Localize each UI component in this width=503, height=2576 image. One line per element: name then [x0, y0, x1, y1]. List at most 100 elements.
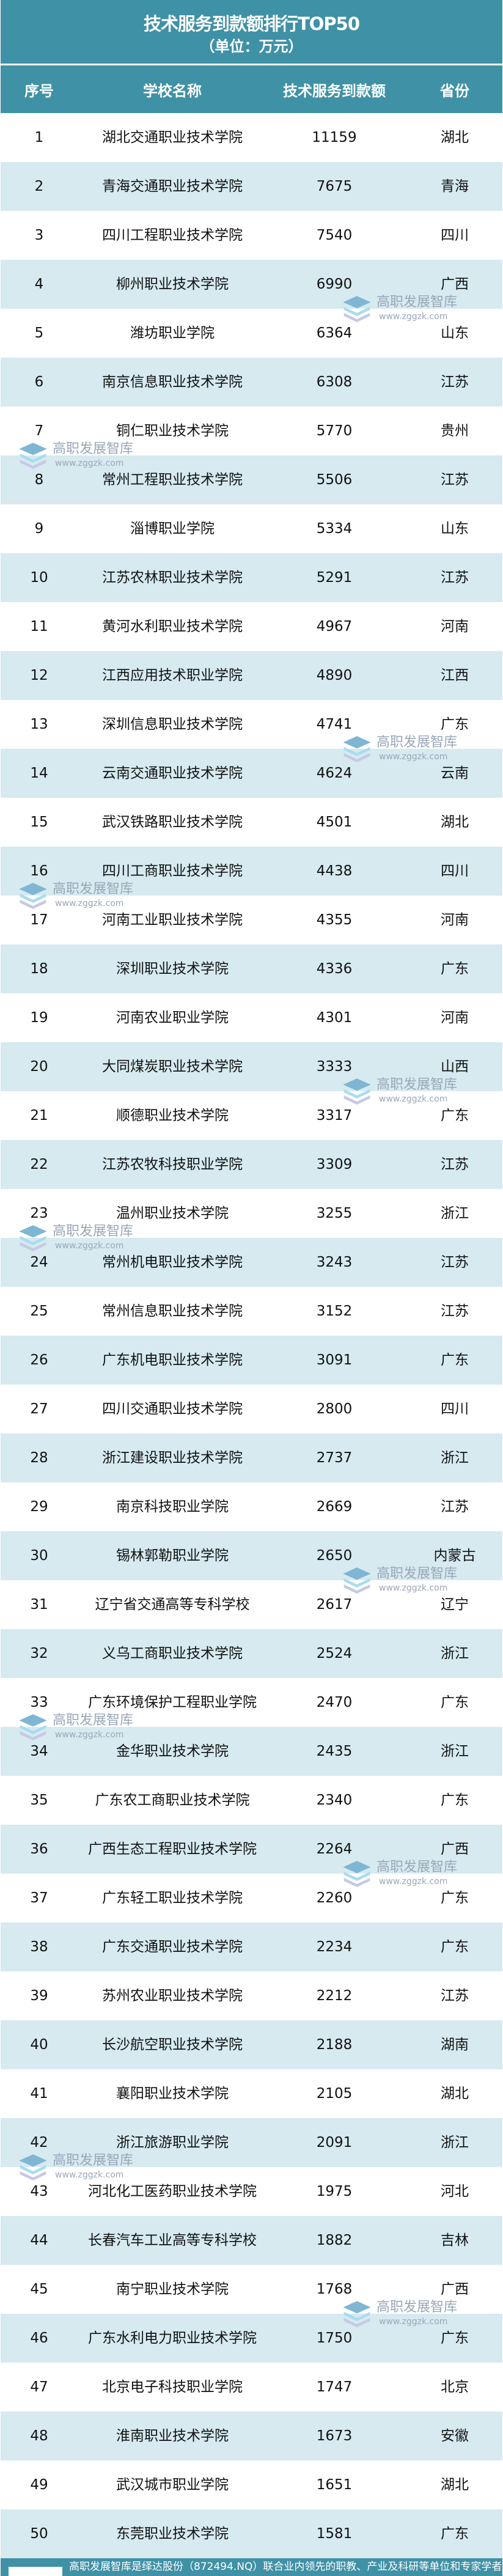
table-row: 3 四川工程职业技术学院 7540 四川 — [1, 211, 502, 260]
province-cell: 河南 — [441, 912, 469, 928]
table-row: 9 淄博职业学院 5334 山东 — [1, 504, 502, 553]
province-cell: 青海 — [441, 178, 469, 194]
rank-cell: 39 — [30, 1988, 48, 2004]
school-name-cell: 广东环境保护工程职业学院 — [88, 1695, 257, 1710]
school-name-cell: 四川工程职业技术学院 — [102, 227, 243, 243]
province-cell: 河南 — [441, 619, 469, 635]
table-row: 50 东莞职业技术学院 1581 广东 — [1, 2509, 502, 2558]
table-row: 29 南京科技职业学院 2669 江苏 — [1, 1482, 502, 1531]
rank-cell: 47 — [30, 2379, 48, 2395]
amount-cell: 3317 — [316, 1108, 353, 1124]
amount-cell: 3309 — [316, 1157, 353, 1172]
province-cell: 吉林 — [441, 2232, 469, 2248]
table-row: 37 广东轻工职业技术学院 2260 广东 — [1, 1874, 502, 1923]
footer: 高职发展智库是绎达股份（872494.NQ）联合业内领先的职教、产业及科研等单位… — [1, 2558, 502, 2576]
amount-cell: 2091 — [316, 2135, 353, 2151]
table-row: 48 淮南职业技术学院 1673 安徽 — [1, 2412, 502, 2460]
school-name-cell: 温州职业技术学院 — [116, 1205, 229, 1221]
table-row: 11 黄河水利职业技术学院 4967 河南 — [1, 602, 502, 651]
province-cell: 内蒙古 — [433, 1548, 476, 1564]
school-name-cell: 长春汽车工业高等专科学校 — [88, 2232, 257, 2248]
amount-cell: 4501 — [316, 814, 353, 830]
table-row: 35 广东农工商职业技术学院 2340 广东 — [1, 1776, 502, 1825]
table-header: 序号 学校名称 技术服务到款额 省份 — [1, 65, 502, 113]
province-cell: 广东 — [441, 961, 469, 977]
table-row: 49 武汉城市职业学院 1651 湖北 — [1, 2460, 502, 2509]
province-cell: 湖北 — [441, 2086, 469, 2102]
amount-cell: 4336 — [316, 961, 353, 977]
rank-cell: 41 — [30, 2086, 48, 2102]
table-row: 31 辽宁省交通高等专科学校 2617 辽宁 — [1, 1580, 502, 1629]
rank-cell: 20 — [30, 1059, 48, 1075]
table-row: 27 四川交通职业技术学院 2800 四川 — [1, 1385, 502, 1433]
rank-cell: 48 — [30, 2428, 48, 2444]
amount-cell: 1975 — [316, 2184, 353, 2199]
amount-cell: 3333 — [316, 1059, 353, 1075]
rank-cell: 44 — [30, 2232, 48, 2248]
rank-cell: 19 — [30, 1010, 48, 1026]
province-cell: 浙江 — [441, 1450, 469, 1466]
school-name-cell: 武汉城市职业学院 — [116, 2477, 229, 2493]
province-cell: 江苏 — [441, 1303, 469, 1319]
province-cell: 江西 — [441, 668, 469, 683]
header-rank: 序号 — [24, 82, 54, 100]
rank-cell: 1 — [34, 130, 44, 145]
rank-cell: 13 — [30, 716, 48, 732]
table-row: 20 大同煤炭职业技术学院 3333 山西 — [1, 1042, 502, 1091]
rank-cell: 23 — [30, 1205, 48, 1221]
amount-cell: 2435 — [316, 1743, 353, 1759]
province-cell: 广西 — [441, 1841, 469, 1857]
table-row: 47 北京电子科技职业学院 1747 北京 — [1, 2363, 502, 2412]
rank-cell: 7 — [34, 423, 44, 439]
rank-cell: 26 — [30, 1352, 48, 1368]
province-cell: 浙江 — [441, 1646, 469, 1662]
school-name-cell: 淮南职业技术学院 — [116, 2428, 229, 2444]
table-row: 4 柳州职业技术学院 6990 广西 — [1, 260, 502, 309]
table-row: 40 长沙航空职业技术学院 2188 湖南 — [1, 2020, 502, 2069]
rank-cell: 46 — [30, 2330, 48, 2346]
province-cell: 山东 — [441, 325, 469, 341]
amount-cell: 7675 — [316, 178, 353, 194]
province-cell: 四川 — [441, 863, 469, 879]
province-cell: 江苏 — [441, 472, 469, 488]
school-name-cell: 青海交通职业技术学院 — [102, 178, 243, 194]
school-name-cell: 广东水利电力职业技术学院 — [88, 2330, 257, 2346]
rank-cell: 22 — [30, 1157, 48, 1172]
province-cell: 湖北 — [441, 130, 469, 145]
amount-cell: 3091 — [316, 1352, 353, 1368]
amount-cell: 2650 — [316, 1548, 353, 1564]
province-cell: 广东 — [441, 2526, 469, 2542]
rank-cell: 36 — [30, 1841, 48, 1857]
table-row: 15 武汉铁路职业技术学院 4501 湖北 — [1, 798, 502, 847]
school-name-cell: 南京信息职业技术学院 — [102, 374, 243, 390]
province-cell: 山西 — [441, 1059, 469, 1075]
school-name-cell: 常州信息职业技术学院 — [102, 1303, 243, 1319]
rank-cell: 11 — [30, 619, 48, 635]
amount-cell: 4301 — [316, 1010, 353, 1026]
province-cell: 云南 — [441, 765, 469, 781]
table-row: 26 广东机电职业技术学院 3091 广东 — [1, 1336, 502, 1385]
footer-logo — [9, 2567, 62, 2576]
amount-cell: 2470 — [316, 1695, 353, 1710]
rank-cell: 25 — [30, 1303, 48, 1319]
unit-subtitle: （单位：万元） — [200, 38, 303, 55]
province-cell: 广东 — [441, 1890, 469, 1906]
province-cell: 广东 — [441, 1792, 469, 1808]
province-cell: 广西 — [441, 276, 469, 292]
amount-cell: 1673 — [316, 2428, 353, 2444]
amount-cell: 2340 — [316, 1792, 353, 1808]
rank-cell: 49 — [30, 2477, 48, 2493]
table-row: 14 云南交通职业技术学院 4624 云南 — [1, 749, 502, 798]
province-cell: 浙江 — [441, 2135, 469, 2151]
school-name-cell: 浙江旅游职业学院 — [116, 2135, 229, 2151]
amount-cell: 7540 — [316, 227, 353, 243]
table-row: 1 湖北交通职业技术学院 11159 湖北 — [1, 113, 502, 162]
table-row: 18 深圳职业技术学院 4336 广东 — [1, 944, 502, 993]
table-row: 32 义乌工商职业技术学院 2524 浙江 — [1, 1629, 502, 1678]
amount-cell: 5770 — [316, 423, 353, 439]
rank-cell: 32 — [30, 1646, 48, 1662]
school-name-cell: 四川交通职业技术学院 — [102, 1401, 243, 1417]
province-cell: 广东 — [441, 1939, 469, 1955]
amount-cell: 5291 — [316, 570, 353, 586]
rank-cell: 8 — [34, 472, 44, 488]
